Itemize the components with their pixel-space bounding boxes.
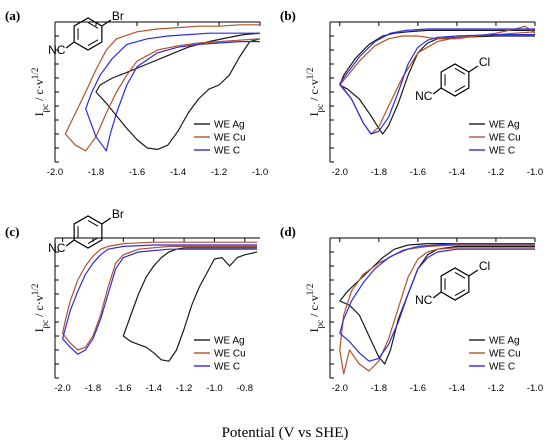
x-tick-label: -1.6 [410,383,426,394]
series-line-cu [339,25,536,135]
legend-entry: WE C [214,146,240,157]
x-tick-label: -1.2 [488,383,504,394]
y-axis-label: Ipc / c·v1/2 [30,284,50,333]
x-tick-label: -2.0 [332,167,348,178]
nitrile-bond [65,41,75,49]
series-line-c [85,32,260,152]
nitrile-label: NC [48,241,66,255]
x-tick-label: -1.6 [129,167,145,178]
legend: WE Ag WE Cu WE C [194,120,246,157]
x-tick-label: -2.0 [332,383,348,394]
legend-entry: WE Ag [214,336,245,347]
halogen-bond [101,217,112,225]
chart-panel-a: -2.0 -1.8 -1.6 -1.4 -1.2 -1.0 (a) Ipc / c·v1/2 W… [5,8,268,178]
y-axis-label: Ipc / c·v1/2 [305,284,325,333]
x-tick-label: -1.0 [527,167,543,178]
halogen-bond [101,19,112,27]
x-tick-label: -1.8 [371,167,387,178]
x-tick-label: -0.8 [237,383,253,394]
halogen-bond [468,65,479,73]
x-tick-label: -1.4 [449,167,465,178]
x-tick-label: -1.4 [146,383,162,394]
nitrile-label: NC [415,293,433,307]
series-line-ag [95,32,261,150]
legend-entry: WE Ag [214,120,245,131]
x-tick-label: -1.8 [85,383,101,394]
molecule-structure: Cl NC [415,259,490,307]
x-tick-label: -1.4 [170,167,186,178]
halogen-label: Cl [479,259,490,273]
series-line-c [339,243,535,362]
series-line-c [339,28,535,135]
nitrile-label: NC [415,89,433,103]
double-bond [87,22,99,29]
panel-label: (a) [5,8,20,23]
molecule-structure: Br NC [48,9,124,57]
legend: WE Ag WE Cu WE C [469,336,521,373]
x-tick-label: -1.0 [206,383,222,394]
legend-entry: WE Ag [489,336,520,347]
chart-panel-c: -2.0 -1.8 -1.6 -1.4 -1.2 -1.0 -0.8 (c) Ipc / c·v… [5,207,260,394]
nitrile-bond [65,239,75,247]
molecule-structure: Br NC [48,207,124,255]
legend-entry: WE Cu [489,349,521,360]
series-line-ag [122,247,258,362]
series-line-cu [64,24,261,152]
legend-entry: WE Cu [214,349,246,360]
legend-entry: WE Cu [214,133,246,144]
halogen-label: Br [112,9,124,23]
double-bond [87,237,99,244]
series-line-ag [339,243,535,365]
x-tick-label: -1.2 [176,383,192,394]
legend-entry: WE C [489,146,515,157]
x-tick-label: -1.0 [527,383,543,394]
x-tick-label: -1.6 [115,383,131,394]
x-tick-label: -1.2 [488,167,504,178]
panel-label: (b) [280,8,296,23]
legend-entry: WE C [489,362,515,373]
x-tick-label: -1.2 [211,167,227,178]
y-axis-label: Ipc / c·v1/2 [30,68,50,117]
double-bond [454,289,466,296]
double-bond [454,68,466,75]
x-tick-label: -1.6 [410,167,426,178]
chart-panel-b: -2.0 -1.8 -1.6 -1.4 -1.2 -1.0 (b) Ipc / c·v1/2 W… [280,8,543,178]
chart-panel-d: -2.0 -1.8 -1.6 -1.4 -1.2 -1.0 (d) Ipc / c·v1/2 W… [280,224,543,394]
legend: WE Ag WE Cu WE C [469,120,521,157]
x-tick-label: -1.0 [252,167,268,178]
double-bond [87,220,99,227]
halogen-label: Br [112,207,124,221]
series-line-ag [339,29,535,135]
halogen-bond [468,269,479,277]
panel-label: (c) [5,224,19,239]
x-tick-label: -1.8 [88,167,104,178]
nitrile-bond [432,87,442,95]
legend-entry: WE Cu [489,133,521,144]
x-tick-label: -1.8 [371,383,387,394]
x-tick-label: -1.4 [449,383,465,394]
panels-group: -2.0 -1.8 -1.6 -1.4 -1.2 -1.0 (a) Ipc / c·v1/2 W… [5,8,543,394]
double-bond [454,272,466,279]
nitrile-label: NC [48,43,66,57]
legend-entry: WE C [214,362,240,373]
y-axis-label: Ipc / c·v1/2 [305,68,325,117]
legend-entry: WE Ag [489,120,520,131]
legend: WE Ag WE Cu WE C [194,336,246,373]
nitrile-bond [432,291,442,299]
x-axis-label: Potential (V vs SHE) [222,425,349,441]
series-line-cu [62,241,257,351]
halogen-label: Cl [479,55,490,69]
double-bond [454,85,466,92]
x-tick-label: -2.0 [54,383,70,394]
double-bond [87,39,99,46]
series-line-c [62,244,257,355]
panel-label: (d) [280,224,296,239]
x-tick-label: -2.0 [47,167,63,178]
molecule-structure: Cl NC [415,55,490,103]
